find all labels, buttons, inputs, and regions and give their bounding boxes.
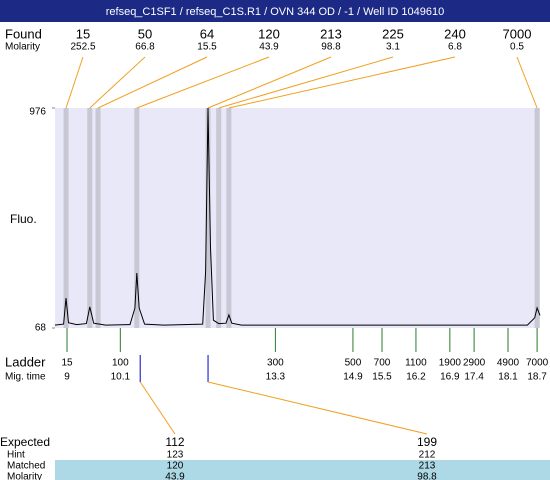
y-tick-label: 976 [29, 107, 46, 118]
plot-area [55, 108, 540, 328]
ladder-time: 18.7 [527, 372, 547, 383]
expected-row-label: Hint [7, 450, 25, 461]
ladder-size: 500 [345, 358, 362, 369]
peak-connector [228, 56, 456, 109]
peak-band [205, 108, 211, 328]
molarity-label: Molarity [5, 42, 40, 53]
ladder-size: 100 [112, 358, 129, 369]
ladder-time: 18.1 [498, 372, 518, 383]
ladder-size: 2900 [463, 358, 486, 369]
expected-value: 120 [167, 461, 184, 472]
y-axis-label: Fluo. [10, 212, 37, 226]
ladder-size: 1100 [405, 358, 427, 369]
expected-connector [139, 381, 176, 435]
expected-value: 98.8 [417, 472, 437, 480]
expected-value: 213 [419, 461, 436, 472]
expected-value: 43.9 [165, 472, 185, 480]
found-size: 213 [320, 26, 342, 41]
ladder-time: 14.9 [343, 372, 363, 383]
ladder-time: 10.1 [111, 372, 131, 383]
peak-connector [516, 56, 538, 109]
found-molarity: 15.5 [197, 42, 217, 53]
matched-band [55, 460, 550, 480]
trace [54, 107, 541, 326]
y-tick-label: 68 [35, 323, 47, 334]
ladder-size: 700 [374, 358, 391, 369]
found-size: 64 [200, 26, 214, 41]
found-size: 225 [382, 26, 404, 41]
ladder-label: Ladder [5, 354, 46, 369]
peak-connector [218, 56, 394, 109]
peak-band [134, 108, 140, 328]
header-bar [0, 0, 550, 22]
ladder-time: 13.3 [266, 372, 286, 383]
found-molarity: 252.5 [70, 42, 95, 53]
peak-band [87, 108, 93, 328]
expected-row-label: Expected [0, 435, 50, 449]
found-size: 15 [76, 26, 90, 41]
header-title: refseq_C1SF1 / refseq_C1S.R1 / OVN 344 O… [106, 6, 445, 18]
peak-connector [136, 56, 270, 109]
ladder-size: 300 [267, 358, 284, 369]
expected-connector [207, 381, 428, 435]
peak-connector [207, 56, 332, 109]
peak-band [63, 108, 69, 328]
ladder-size: 7000 [526, 358, 549, 369]
ladder-time: 16.2 [406, 372, 426, 383]
found-molarity: 6.8 [448, 42, 462, 53]
peak-connector [65, 56, 84, 109]
found-size: 240 [444, 26, 466, 41]
ladder-size: 4900 [497, 358, 520, 369]
ladder-size: 1900 [439, 358, 462, 369]
ladder-time: 17.4 [464, 372, 484, 383]
found-size: 50 [138, 26, 152, 41]
expected-row-label: Matched [7, 461, 45, 472]
found-molarity: 43.9 [259, 42, 279, 53]
peak-band [95, 108, 101, 328]
peak-band [216, 108, 222, 328]
expected-value: 212 [419, 450, 436, 461]
ladder-time: 16.9 [440, 372, 460, 383]
found-molarity: 66.8 [135, 42, 155, 53]
found-molarity: 0.5 [510, 42, 524, 53]
found-molarity: 98.8 [321, 42, 341, 53]
expected-row-label: Molarity [7, 472, 42, 480]
expected-value: 199 [417, 435, 437, 449]
expected-value: 123 [167, 450, 184, 461]
ladder-time: 15.5 [372, 372, 392, 383]
mig-time-label: Mig. time [5, 372, 46, 383]
found-size: 7000 [503, 26, 532, 41]
ladder-size: 15 [61, 358, 73, 369]
peak-band [534, 108, 540, 328]
found-size: 120 [258, 26, 280, 41]
peak-connector [97, 56, 208, 109]
peak-connector [89, 56, 146, 109]
expected-value: 112 [165, 435, 184, 449]
ladder-time: 9 [64, 372, 70, 383]
found-label: Found [5, 26, 42, 41]
found-molarity: 3.1 [386, 42, 400, 53]
peak-band [226, 108, 232, 328]
